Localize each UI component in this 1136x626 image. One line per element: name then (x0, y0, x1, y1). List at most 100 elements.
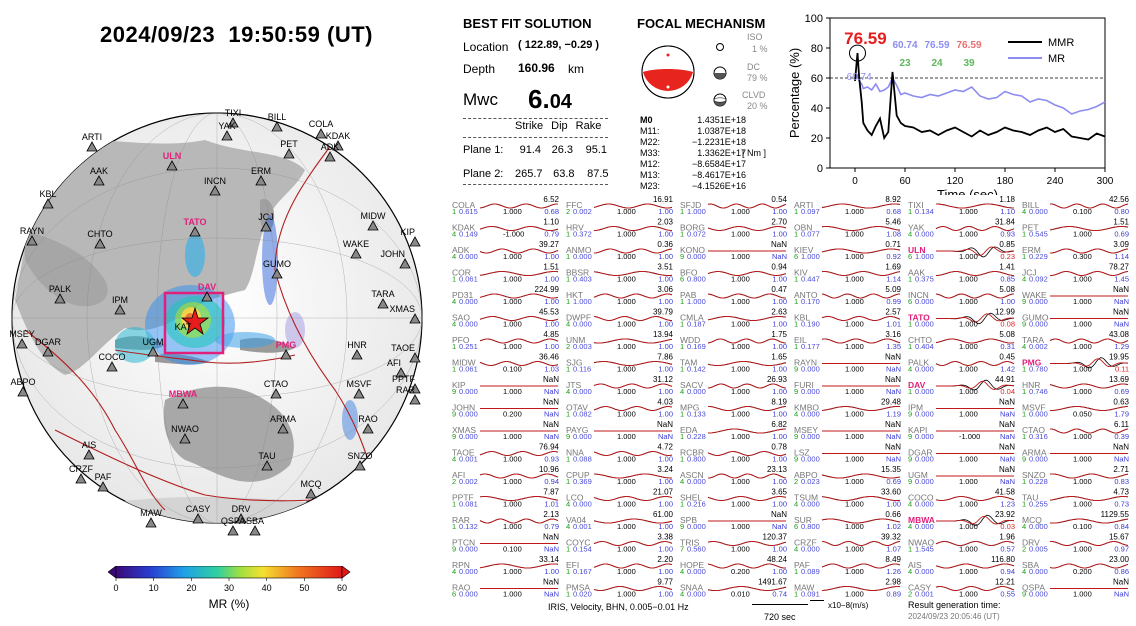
level-value: 6 (794, 522, 798, 531)
amplitude: 8.92 (885, 195, 901, 204)
station-label: COCO (99, 352, 126, 362)
variance-value: 0.000 (459, 297, 478, 306)
synthetic-trace (1049, 473, 1129, 479)
synthetic-trace (707, 496, 787, 501)
station-triangle-icon (409, 394, 421, 405)
waveform-cell: SAO 45.53 4 0.000 1.000 1.00 (452, 308, 560, 329)
waveform-cell: FFC 16.91 2 0.002 1.000 1.00 (566, 195, 674, 216)
variance-value: 0.002 (573, 207, 592, 216)
mw-label: Mwc (463, 90, 498, 109)
variance-value: 0.000 (687, 590, 706, 599)
correlation-value: NaN (544, 545, 559, 554)
station-triangle-icon (351, 349, 363, 360)
correlation-value: 0.89 (886, 590, 901, 599)
station-name: COLA (452, 200, 475, 210)
correlation-value: 1.00 (658, 342, 673, 351)
plane2-dip: 63.8 (553, 168, 575, 180)
synthetic-trace (935, 226, 1015, 231)
station-casy: CASY (186, 504, 210, 524)
ratio-value: 1.000 (731, 522, 750, 531)
ratio-value: 0.050 (1073, 410, 1092, 419)
station-name: SJG (566, 358, 583, 368)
variance-value: 0.000 (573, 500, 592, 509)
station-name: VA04 (566, 515, 586, 525)
station-triangle-icon (362, 423, 374, 434)
station-name: KONO (680, 245, 705, 255)
station-label: DRV (232, 504, 251, 514)
ratio-value: 1.000 (731, 545, 750, 554)
amplitude: 19.95 (1109, 353, 1130, 362)
level-value: 1 (452, 207, 456, 216)
variance-value: 0.133 (687, 410, 706, 419)
variance-value: 0.000 (801, 365, 820, 374)
amplitude: 4.03 (657, 398, 673, 407)
station-name: HNR (1022, 380, 1040, 390)
focal-title: FOCAL MECHANISM (637, 16, 766, 31)
ratio-value: 1.000 (731, 410, 750, 419)
amplitude: 2.70 (771, 218, 787, 227)
station-triangle-icon (97, 481, 109, 492)
correlation-value: 1.00 (658, 545, 673, 554)
amplitude: NaN (543, 533, 559, 542)
level-value: 4 (680, 590, 684, 599)
waveform-cell: CMLA 2.63 1 0.187 1.000 1.00 (680, 308, 788, 329)
waveform-cell: TAU 4.73 1 0.255 1.000 0.73 (1022, 488, 1130, 509)
moment-row: M23: −4.1526E+16 (640, 181, 746, 192)
station-qspa: QSPA (221, 516, 245, 536)
waveform-cell: BORG 2.70 1 0.072 1.000 1.00 (680, 218, 788, 239)
station-gumo: GUMO (263, 259, 291, 279)
waveform-cell: KONO NaN 9 0.000 1.000 NaN (680, 240, 787, 261)
variance-value: 0.000 (915, 567, 934, 576)
station-name: TAU (1022, 493, 1038, 503)
level-value: 9 (908, 455, 912, 464)
waveform-cell: AIS 116.80 4 0.000 1.000 0.94 (908, 555, 1016, 576)
station-maw: MAW (140, 508, 162, 528)
x-tick-label: 300 (1097, 176, 1114, 187)
variance-value: 0.061 (459, 275, 478, 284)
correlation-value: 0.57 (1000, 545, 1015, 554)
correlation-value: NaN (886, 387, 901, 396)
ratio-value: 1.000 (845, 365, 864, 374)
station-name: YAK (908, 223, 925, 233)
ratio-value: -1.000 (503, 230, 524, 239)
waveform-cell: DRV 15.67 2 0.005 1.000 0.97 (1022, 533, 1130, 554)
correlation-value: 1.26 (886, 567, 901, 576)
station-tixi: TIXI (225, 108, 241, 128)
station-cola: COLA (309, 119, 333, 139)
colorbar-svg: 0 10 20 30 40 50 60 MR (%) (107, 565, 351, 611)
ratio-value: -1.000 (959, 432, 980, 441)
correlation-value: 1.00 (772, 207, 787, 216)
station-name: WAKE (1022, 290, 1047, 300)
station-label: MCQ (301, 479, 322, 489)
amplitude: 13.69 (1109, 375, 1130, 384)
amplitude: 1.51 (1113, 218, 1129, 227)
variance-value: 0.000 (459, 545, 478, 554)
station-name: ANTO (794, 290, 818, 300)
waveform-cell: WDD 1.75 1 0.169 1.000 1.00 (680, 330, 788, 351)
variance-value: 0.000 (915, 522, 934, 531)
ratio-value: 1.000 (845, 567, 864, 576)
waveform-cell: MIDW 36.46 1 0.061 0.100 1.03 (452, 353, 560, 374)
station-triangle-icon (324, 151, 336, 162)
correlation-value: 0.08 (1000, 320, 1015, 329)
waveform-cell: HRV 2.03 1 0.372 1.000 1.00 (566, 218, 674, 239)
ratio-value: 1.000 (617, 275, 636, 284)
variance-value: 0.000 (1029, 522, 1048, 531)
synthetic-trace (593, 271, 673, 276)
ratio-value: 1.000 (845, 410, 864, 419)
waveform-cell: TIXI 1.18 1 0.134 1.000 1.10 (908, 195, 1016, 216)
waveform-cell: ARTI 8.92 1 0.097 1.000 0.68 (794, 195, 902, 216)
correlation-value: 0.68 (886, 207, 901, 216)
location-label: Location (463, 40, 509, 54)
station-tato: TATO (184, 217, 207, 237)
level-value: 1 (566, 230, 570, 239)
correlation-value: NaN (772, 522, 787, 531)
synthetic-trace (935, 293, 1015, 299)
level-value: 1 (452, 342, 456, 351)
mr-row-value: 23 (899, 58, 911, 69)
waveform-cell: BFO 0.94 6 0.800 1.000 1.00 (680, 263, 788, 284)
correlation-value: NaN (1114, 455, 1129, 464)
iso-label: ISO (747, 32, 763, 42)
